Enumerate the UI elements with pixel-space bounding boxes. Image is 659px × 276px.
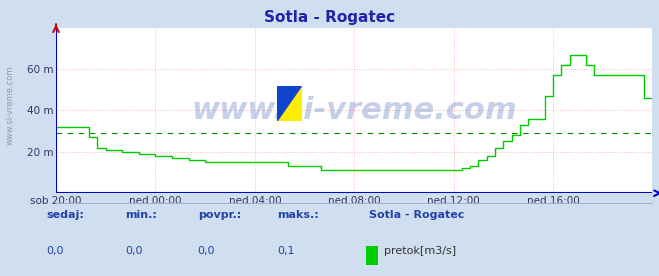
Polygon shape — [277, 86, 302, 121]
Text: 0,0: 0,0 — [46, 246, 64, 256]
Text: pretok[m3/s]: pretok[m3/s] — [384, 246, 455, 256]
Text: 0,1: 0,1 — [277, 246, 295, 256]
Text: maks.:: maks.: — [277, 210, 318, 220]
Text: min.:: min.: — [125, 210, 157, 220]
Text: povpr.:: povpr.: — [198, 210, 241, 220]
Text: Sotla - Rogatec: Sotla - Rogatec — [264, 10, 395, 25]
Text: 0,0: 0,0 — [198, 246, 215, 256]
Polygon shape — [277, 86, 302, 121]
Text: www.si-vreme.com: www.si-vreme.com — [5, 65, 14, 145]
Text: Sotla - Rogatec: Sotla - Rogatec — [369, 210, 465, 220]
Text: 0,0: 0,0 — [125, 246, 143, 256]
Text: sedaj:: sedaj: — [46, 210, 84, 220]
Text: www.si-vreme.com: www.si-vreme.com — [191, 96, 517, 125]
